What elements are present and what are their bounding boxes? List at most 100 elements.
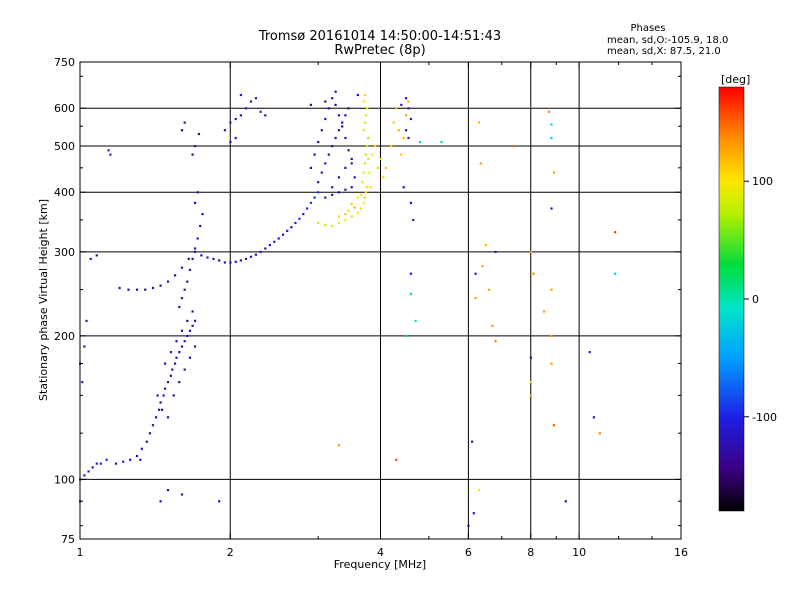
data-point [201,213,204,216]
x-tick-label: 10 [572,546,586,559]
data-point [471,440,474,443]
data-point [529,356,532,359]
x-tick-layer: 1 2 4 6 8 10 16 [77,62,688,559]
data-point [234,117,237,121]
colorbar [718,86,745,512]
data-point [186,334,189,337]
data-point [148,432,151,435]
data-point [334,136,337,140]
data-point [362,100,365,103]
data-point [552,424,556,427]
data-point [244,107,248,110]
data-point [367,136,370,140]
data-point [87,470,90,473]
data-point [218,500,221,503]
data-point [337,191,340,194]
data-point [180,345,184,348]
data-point [244,257,248,260]
data-point [347,107,350,110]
data-point [166,381,170,384]
data-point [405,129,408,132]
data-point [218,259,221,262]
data-point [164,387,167,390]
data-point [363,93,366,97]
data-point [180,329,184,332]
data-point [264,114,267,117]
data-point [550,123,553,126]
data-point [294,221,297,225]
data-point [362,171,365,174]
data-point [331,224,334,228]
data-point [356,93,359,97]
colorbar-tick-label: 100 [752,175,773,188]
y-tick-label: 75 [61,533,75,546]
data-point [350,157,353,160]
data-point [188,268,192,271]
data-point [122,460,125,463]
grid-layer [80,62,681,539]
data-point [327,153,330,156]
data-point [199,224,202,228]
data-point [344,213,347,216]
data-point [229,140,232,144]
data-point [407,136,410,140]
data-point [200,254,203,257]
data-point [374,145,377,148]
data-point [309,201,312,204]
data-point [188,356,192,359]
data-point [409,201,412,204]
data-point [347,209,350,212]
x-tick-label: 8 [527,546,534,559]
data-point [414,319,417,322]
x-tick-label: 6 [465,546,472,559]
data-point [327,107,330,110]
data-point [353,176,356,179]
data-point [564,500,567,503]
data-point [550,362,553,365]
data-point [191,324,194,327]
data-point [264,247,267,250]
data-point [249,255,253,258]
legend-title: Phases [630,23,665,34]
data-point [156,394,159,397]
data-point [223,261,226,264]
data-point [313,196,316,199]
data-point [183,121,186,124]
data-point [83,474,86,477]
data-point [614,272,617,275]
data-point [162,394,165,397]
data-point [598,432,601,435]
data-point [206,256,209,259]
data-point [191,310,194,313]
data-point [151,424,155,427]
data-point [166,489,170,492]
data-point [188,329,192,332]
data-point [196,237,199,240]
data-point [169,374,172,377]
data-point [324,162,327,165]
data-point [180,266,184,269]
data-point [183,368,186,371]
data-point [550,334,553,337]
y-tick-label: 750 [54,56,75,69]
data-point [337,444,340,447]
data-point [249,100,253,103]
data-point [81,381,84,384]
data-point [479,162,482,165]
y-axis-label: Stationary phase Virtual Height [km] [37,199,50,401]
data-point [334,103,337,106]
data-point [367,157,370,160]
data-point [550,136,553,140]
colorbar-tick-layer: 100 0 -100 [744,175,777,424]
data-point [400,103,403,106]
data-point [550,207,553,210]
data-point [402,186,405,189]
data-point [83,345,86,348]
data-point [494,250,497,253]
data-point [85,319,88,322]
data-point [191,153,194,156]
data-point [361,181,364,184]
data-point [161,408,164,411]
data-point [347,149,350,152]
x-tick-label: 16 [674,546,688,559]
